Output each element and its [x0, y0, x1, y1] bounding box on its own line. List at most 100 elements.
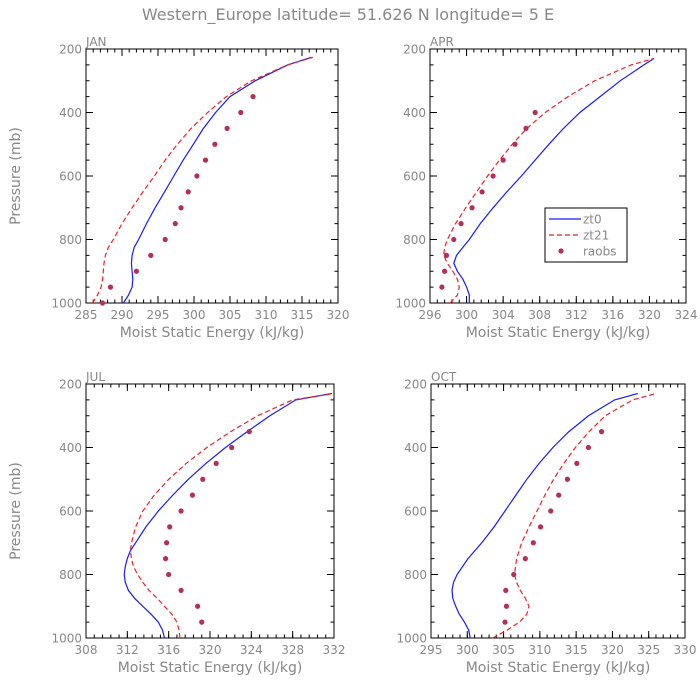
y-tick-label: 1000 [51, 632, 82, 646]
series-line-zt0 [451, 392, 638, 639]
data-point-raobs [512, 141, 518, 147]
x-tick-label: 310 [255, 308, 278, 322]
x-tick-label: 296 [419, 308, 442, 322]
data-point-raobs [556, 492, 562, 498]
x-tick-label: 308 [75, 643, 98, 657]
series-line-zt0 [122, 56, 312, 304]
x-tick-label: 285 [75, 308, 98, 322]
series-line-zt21 [492, 392, 657, 639]
panel-label: JUL [85, 370, 105, 384]
plot-frame [85, 48, 339, 304]
data-point-raobs [194, 173, 200, 179]
data-point-raobs [522, 556, 528, 562]
legend-marker-raobs [558, 248, 564, 254]
y-tick-label: 200 [59, 43, 82, 57]
data-point-raobs [172, 221, 178, 227]
y-tick-label: 200 [404, 378, 427, 392]
x-tick-label: 316 [601, 308, 624, 322]
data-point-raobs [99, 300, 106, 306]
figure-title: Western_Europe latitude= 51.626 N longit… [142, 5, 554, 25]
x-tick-label: 312 [116, 643, 139, 657]
series-line-zt21 [129, 392, 335, 639]
x-tick-label: 315 [291, 308, 314, 322]
data-point-raobs [213, 460, 219, 466]
data-point-raobs [238, 109, 244, 116]
series-line-zt21 [91, 56, 313, 304]
x-tick-label: 320 [327, 308, 350, 322]
y-tick-label: 800 [404, 568, 427, 582]
data-point-raobs [458, 221, 464, 227]
data-point-raobs [148, 252, 154, 258]
data-point-raobs [195, 603, 201, 609]
data-point-raobs [479, 189, 485, 195]
y-tick-label: 1000 [396, 632, 427, 646]
data-point-raobs [200, 476, 206, 482]
x-tick-label: 305 [492, 643, 515, 657]
data-point-raobs [164, 540, 170, 546]
data-point-raobs [185, 189, 191, 195]
data-point-raobs [442, 268, 448, 274]
x-tick-label: 312 [565, 308, 588, 322]
x-tick-label: 305 [219, 308, 242, 322]
data-point-raobs [598, 429, 605, 435]
x-tick-label: 300 [183, 308, 206, 322]
x-tick-label: 324 [240, 643, 263, 657]
data-point-raobs [224, 125, 230, 131]
data-point-raobs [469, 205, 475, 211]
x-tick-label: 328 [281, 643, 304, 657]
data-point-raobs [202, 157, 209, 163]
data-point-raobs [162, 236, 168, 243]
series-line-zt0 [453, 57, 655, 303]
y-tick-label: 600 [59, 170, 82, 184]
data-point-raobs [178, 587, 184, 593]
plot-frame [429, 48, 687, 304]
data-point-raobs [162, 556, 169, 562]
y-tick-label: 1000 [395, 297, 426, 311]
y-tick-label: 800 [403, 233, 426, 247]
x-tick-label: 310 [528, 643, 551, 657]
plot-frame [430, 383, 686, 639]
y-tick-label: 400 [404, 441, 427, 455]
chart-panel-jan: JAN 285 290 295 300 305 310 315 320 200 400 600 800 1… [8, 35, 349, 341]
legend-label-raobs: raobs [583, 245, 617, 259]
data-point-raobs [451, 236, 457, 243]
x-tick-label: 330 [674, 643, 697, 657]
data-point-raobs [532, 109, 538, 116]
x-axis-label: Moist Static Energy (kJ/kg) [120, 325, 305, 341]
data-point-raobs [502, 619, 508, 625]
y-tick-label: 600 [59, 505, 82, 519]
x-tick-label: 315 [565, 643, 588, 657]
y-tick-label: 800 [59, 233, 82, 247]
legend: zt0 zt21 raobs [544, 207, 628, 263]
y-tick-label: 400 [59, 441, 82, 455]
x-axis-label: Moist Static Energy (kJ/kg) [466, 325, 651, 341]
legend-label-zt0: zt0 [583, 213, 602, 227]
data-point-raobs [503, 603, 510, 609]
panel-label: OCT [431, 370, 457, 384]
x-tick-label: 308 [528, 308, 551, 322]
data-point-raobs [178, 508, 184, 514]
data-point-raobs [229, 444, 235, 451]
panel-label: JAN [85, 35, 107, 49]
x-tick-label: 300 [456, 643, 479, 657]
x-tick-label: 320 [199, 643, 222, 657]
y-axis-label: Pressure (mb) [8, 462, 24, 560]
data-point-raobs [523, 125, 529, 131]
chart-panel-oct: OCT 295 300 305 310 315 320 325 330 200 400 600 800 1… [396, 370, 696, 676]
data-point-raobs [439, 284, 445, 290]
x-tick-label: 295 [147, 308, 170, 322]
y-tick-label: 600 [403, 170, 426, 184]
y-axis-label: Pressure (mb) [8, 127, 24, 225]
y-tick-label: 600 [404, 505, 427, 519]
data-point-raobs [189, 492, 196, 498]
data-point-raobs [548, 508, 554, 514]
x-tick-label: 320 [638, 308, 661, 322]
data-point-raobs [530, 540, 536, 546]
data-point-raobs [167, 524, 173, 530]
data-point-raobs [212, 141, 218, 147]
panel-label: APR [430, 35, 454, 49]
data-point-raobs [246, 429, 252, 435]
x-tick-label: 324 [675, 308, 698, 322]
x-axis-label: Moist Static Energy (kJ/kg) [466, 660, 651, 676]
